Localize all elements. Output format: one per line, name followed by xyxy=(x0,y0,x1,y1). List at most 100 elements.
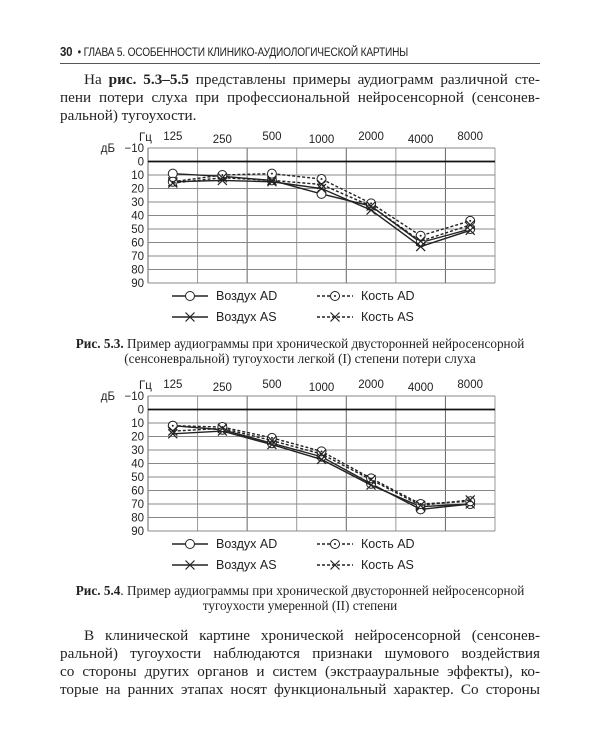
caption-line: тугоухости умеренной (II) степени xyxy=(202,598,398,613)
data-point xyxy=(415,500,426,511)
series-Воздух-AS xyxy=(167,426,476,512)
y-tick-label: 40 xyxy=(131,459,144,471)
header-bullet: • xyxy=(77,47,82,59)
legend-item: Воздух AD xyxy=(170,537,277,551)
text-line: ральной) тугоухости наблюдаются признаки… xyxy=(60,645,540,662)
series-line xyxy=(172,427,471,507)
legend-item: Кость AS xyxy=(315,558,414,572)
legend-marker xyxy=(330,560,340,570)
intro-lead: На xyxy=(84,71,109,88)
figure-caption-1: Рис. 5.3. Пример аудиограммы при хрониче… xyxy=(60,336,540,366)
y-tick-label: −10 xyxy=(124,391,144,403)
data-point xyxy=(217,172,228,183)
y-tick-label: 70 xyxy=(131,251,144,263)
caption-line: (сенсоневральной) тугоухости легкой (I) … xyxy=(124,351,476,366)
chapter-title: ГЛАВА 5. ОСОБЕННОСТИ КЛИНИКО-АУДИОЛОГИЧЕ… xyxy=(83,47,409,59)
intro-paragraph: На рис. 5.3–5.5 представлены примеры ауд… xyxy=(60,71,540,125)
x-tick-label: 8000 xyxy=(457,131,483,143)
figure-caption-2: Рис. 5.4. Пример аудиограммы при хрониче… xyxy=(60,583,540,613)
x-tick-label: 125 xyxy=(163,379,182,391)
x-tick-label: 4000 xyxy=(408,382,434,394)
x-tick-label: 2000 xyxy=(358,131,384,143)
x-tick-label: 250 xyxy=(213,134,232,146)
series-line xyxy=(172,176,471,242)
x-axis-label: Гц xyxy=(139,380,152,392)
data-point-dot xyxy=(419,234,422,237)
series-Воздух-AD xyxy=(167,420,476,515)
y-tick-label: 10 xyxy=(131,418,144,430)
data-point-dot xyxy=(171,424,174,427)
y-tick-label: 60 xyxy=(131,486,144,498)
data-point xyxy=(366,474,376,485)
caption-label: Рис. 5.4 xyxy=(75,583,121,598)
legend-symbol-icon xyxy=(172,312,208,322)
y-tick-label: 0 xyxy=(138,157,144,169)
y-axis-label: дБ xyxy=(101,143,115,155)
text-line: торые на ранних этапах носят функциональ… xyxy=(60,681,540,698)
legend-label: Воздух AD xyxy=(216,289,278,303)
data-point-dot xyxy=(320,450,323,453)
legend-symbol-icon xyxy=(172,539,208,549)
legend-marker-dot xyxy=(334,543,336,545)
x-tick-label: 2000 xyxy=(358,379,384,391)
data-point-dot xyxy=(320,178,323,181)
x-tick-label: 1000 xyxy=(309,134,335,146)
legend-symbol-icon xyxy=(317,539,353,549)
x-tick-label: 4000 xyxy=(408,134,434,146)
series-line xyxy=(172,425,471,505)
y-tick-label: 20 xyxy=(131,432,144,444)
data-point-dot xyxy=(270,436,273,439)
legend-marker xyxy=(185,539,195,549)
data-point xyxy=(366,201,376,211)
legend-item: Воздух AD xyxy=(170,289,277,303)
series-Кость-AS xyxy=(167,172,476,247)
y-tick-label: 40 xyxy=(131,211,144,223)
header-rule xyxy=(60,63,540,64)
y-tick-label: 50 xyxy=(131,472,144,484)
data-point xyxy=(316,449,327,459)
data-point xyxy=(316,188,327,199)
legend-label: Воздух AS xyxy=(216,310,277,324)
data-point xyxy=(465,495,476,505)
legend-item: Кость AD xyxy=(315,289,415,303)
series-Кость-AS xyxy=(167,423,476,511)
legend-item: Кость AS xyxy=(315,310,414,324)
legend-label: Воздух AS xyxy=(216,558,277,572)
page-number: 30 xyxy=(60,44,73,59)
y-tick-label: 80 xyxy=(131,265,144,277)
y-tick-label: 60 xyxy=(131,238,144,250)
x-tick-label: 125 xyxy=(163,131,182,143)
x-axis-label: Гц xyxy=(139,132,152,144)
legend-symbol-icon xyxy=(317,291,353,301)
x-tick-label: 1000 xyxy=(309,382,335,394)
legend-item: Воздух AS xyxy=(170,558,277,572)
data-point-dot xyxy=(469,219,472,222)
caption-label: Рис. 5.3. xyxy=(75,336,124,351)
legend-symbol-icon xyxy=(172,291,208,301)
y-tick-label: 70 xyxy=(131,499,144,511)
x-tick-label: 250 xyxy=(213,382,232,394)
data-point xyxy=(267,435,277,446)
legend-marker-dot xyxy=(334,295,336,297)
text-line: со стороны других органов и систем (экст… xyxy=(60,663,540,680)
data-point xyxy=(217,423,228,434)
y-tick-label: 10 xyxy=(131,170,144,182)
data-point xyxy=(267,175,277,186)
data-point-dot xyxy=(370,202,373,205)
series-line xyxy=(172,425,471,511)
data-point xyxy=(167,426,178,437)
y-tick-label: −10 xyxy=(124,143,144,155)
caption-line: Пример аудиограммы при хронической двуст… xyxy=(123,336,525,351)
series-Кость-AD xyxy=(167,168,476,241)
data-point xyxy=(415,236,426,247)
figure-reference: рис. 5.3–5.5 xyxy=(108,71,189,88)
y-tick-label: 80 xyxy=(131,513,144,525)
data-point xyxy=(167,428,178,439)
text-line: ральной) тугоухости. xyxy=(60,107,197,124)
data-point-dot xyxy=(221,174,224,176)
series-Кость-AD xyxy=(167,420,476,509)
data-point xyxy=(267,176,277,187)
